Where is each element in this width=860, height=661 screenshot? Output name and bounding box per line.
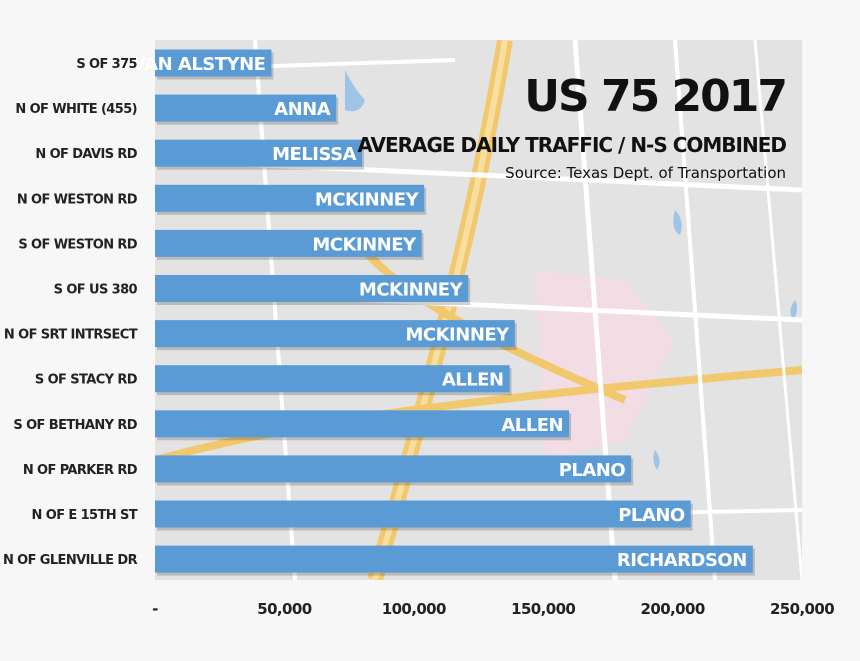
category-label: S OF 375 xyxy=(76,57,137,72)
bar xyxy=(155,410,570,438)
category-label: N OF WESTON RD xyxy=(17,192,138,207)
x-tick-labels-layer: - 50,000 100,000 150,000 200,000 250,000 xyxy=(152,600,835,618)
category-label: S OF BETHANY RD xyxy=(13,418,137,433)
bar-data-label: MCKINNEY xyxy=(315,189,420,210)
bar xyxy=(155,320,515,348)
category-label: N OF PARKER RD xyxy=(23,463,138,478)
bar-data-label: ALLEN xyxy=(442,370,504,391)
bar xyxy=(155,94,337,122)
x-tick-label: 100,000 xyxy=(382,600,446,618)
bar-data-label: MCKINNEY xyxy=(405,325,510,346)
bar xyxy=(155,545,753,573)
category-label: S OF WESTON RD xyxy=(18,237,137,252)
category-labels-layer: S OF 375 N OF WHITE (455) N OF DAVIS RD N O… xyxy=(3,57,138,568)
title-block: US 75 2017 AVERAGE DAILY TRAFFIC / N-S C… xyxy=(357,71,788,183)
x-tick-label: 150,000 xyxy=(511,600,575,618)
x-tick-label: 50,000 xyxy=(257,600,311,618)
category-label: N OF E 15TH ST xyxy=(32,508,138,523)
category-label: N OF WHITE (455) xyxy=(15,102,137,117)
x-tick-label: 200,000 xyxy=(641,600,705,618)
bar xyxy=(155,365,510,393)
chart-title: US 75 2017 xyxy=(524,71,788,122)
category-label: N OF GLENVILLE DR xyxy=(3,553,138,568)
bar-data-label: MCKINNEY xyxy=(359,280,464,301)
category-label: S OF US 380 xyxy=(54,283,138,298)
bar-data-label: MELISSA xyxy=(272,144,356,165)
bar-data-label: PLANO xyxy=(618,505,685,526)
x-tick-label: 250,000 xyxy=(770,600,834,618)
bar-data-label: VAN ALSTYNE xyxy=(132,54,266,75)
bar xyxy=(155,500,691,528)
bar-data-label: RICHARDSON xyxy=(617,550,747,571)
bar xyxy=(155,455,632,483)
bar xyxy=(155,229,422,257)
x-tick-label: - xyxy=(152,600,158,618)
chart-subtitle: AVERAGE DAILY TRAFFIC / N-S COMBINED xyxy=(357,133,787,157)
category-label: N OF SRT INTRSECT xyxy=(4,328,138,343)
bar-data-label: ALLEN xyxy=(501,415,563,436)
category-label: N OF DAVIS RD xyxy=(35,147,137,162)
bars-layer xyxy=(155,49,755,576)
bar xyxy=(155,139,363,167)
bar xyxy=(155,184,425,212)
chart-source: Source: Texas Dept. of Transportation xyxy=(505,164,786,182)
bar-data-label: ANNA xyxy=(274,99,331,120)
bar-data-label: MCKINNEY xyxy=(312,234,417,255)
bar-data-label: PLANO xyxy=(559,460,626,481)
bar xyxy=(155,49,272,77)
bar xyxy=(155,275,469,302)
bar-labels-layer: VAN ALSTYNE ANNA MELISSA MCKINNEY MCKINNEY MC… xyxy=(132,54,747,571)
category-label: S OF STACY RD xyxy=(35,373,138,388)
